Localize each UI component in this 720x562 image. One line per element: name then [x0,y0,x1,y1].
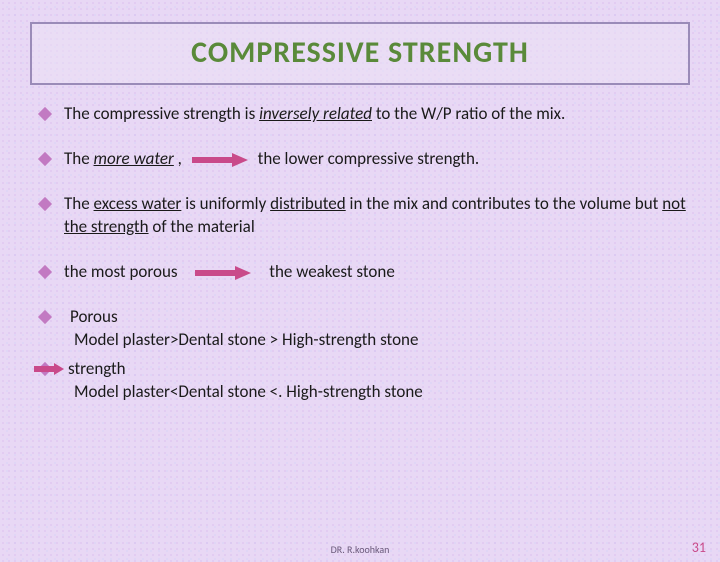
bullet-1-text: The compressive strength is inversely re… [64,103,686,126]
footer-credit: DR. R.koohkan [0,543,720,556]
bullet-6-text: strength Model plaster<Dental stone <. H… [64,358,686,404]
text-segment: , [174,148,182,169]
content-area: The compressive strength is inversely re… [0,103,720,403]
text-segment: the most porous [64,261,178,282]
emphasis-text: more water [94,148,174,169]
bullet-4: the most porous the weakest stone [40,261,686,284]
arrow-right-icon [192,153,248,167]
diamond-bullet-icon [38,107,52,121]
bullet-3: The excess water is uniformly distribute… [40,193,686,239]
text-segment: in the mix and contributes to the volume… [346,193,662,214]
text-segment: the weakest stone [269,261,395,282]
bullet-1: The compressive strength is inversely re… [40,103,686,126]
diamond-bullet-icon [38,152,52,166]
text-segment: The compressive strength is [64,103,259,124]
diamond-bullet-icon [38,310,52,324]
bullet-2-text: The more water , the lower compressive s… [64,148,686,171]
diamond-bullet-icon [38,197,52,211]
bullet-6: strength Model plaster<Dental stone <. H… [40,358,686,404]
arrow-right-icon [195,266,251,280]
text-segment: The [64,148,94,169]
page-number: 31 [692,539,706,556]
strength-label: strength [68,358,126,379]
bullet-5: Porous Model plaster>Dental stone > High… [40,306,686,352]
bullet-2: The more water , the lower compressive s… [40,148,686,171]
diamond-bullet-icon [38,265,52,279]
text-segment: of the material [149,216,255,237]
text-segment: the lower compressive strength. [258,148,480,169]
text-segment: is uniformly [181,193,270,214]
porous-label: Porous [70,306,686,329]
underline-text: excess water [94,193,182,214]
bullet-5-text: Porous Model plaster>Dental stone > High… [64,306,686,352]
bullet-4-text: the most porous the weakest stone [64,261,686,284]
text-segment: The [64,193,94,214]
text-segment: to the W/P ratio of the mix. [372,103,565,124]
slide-title: COMPRESSIVE STRENGTH [32,34,688,71]
arrow-right-icon [34,363,64,375]
bullet-3-text: The excess water is uniformly distribute… [64,193,686,239]
underline-text: distributed [270,193,346,214]
strength-order: Model plaster<Dental stone <. High-stren… [74,381,686,404]
porous-order: Model plaster>Dental stone > High-streng… [74,329,686,352]
emphasis-text: inversely related [259,103,372,124]
title-banner: COMPRESSIVE STRENGTH [30,22,690,85]
